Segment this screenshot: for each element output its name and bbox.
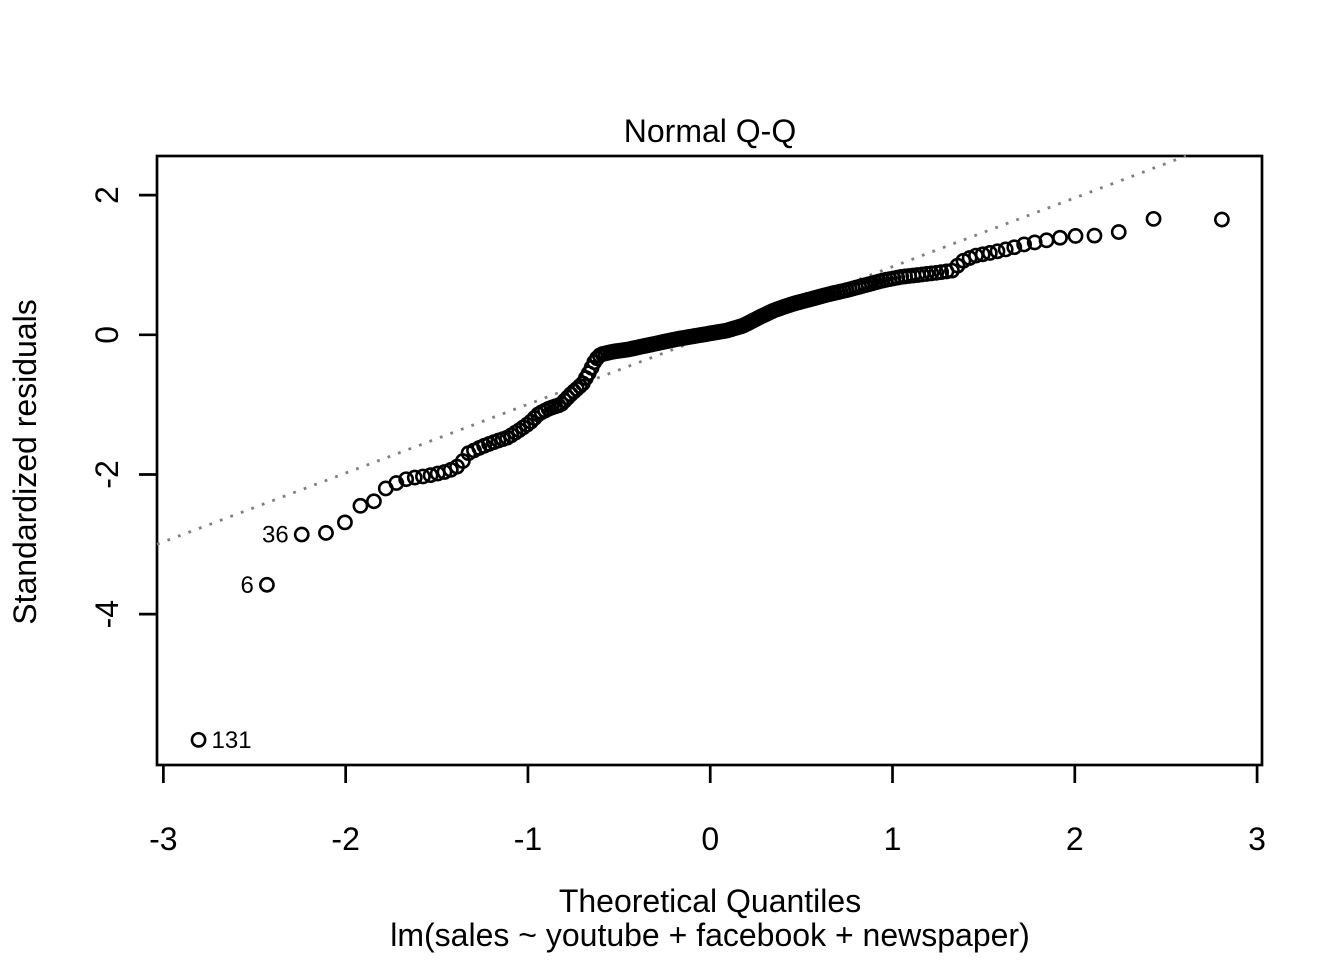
x-tick-label: -1 — [514, 821, 542, 857]
x-tick-label: 0 — [701, 821, 719, 857]
y-tick-label: -4 — [89, 600, 125, 628]
x-tick-label: 3 — [1248, 821, 1266, 857]
data-point — [366, 493, 382, 510]
x-tick-label: 2 — [1066, 821, 1084, 857]
data-point — [388, 475, 405, 491]
data-point — [989, 243, 1006, 260]
labeled-outlier-points: 131 6 36 — [190, 522, 310, 754]
x-axis-title: Theoretical Quantiles — [559, 883, 861, 919]
data-point — [406, 469, 423, 486]
outlier-point-label: 6 — [241, 572, 254, 599]
x-tick-label: -3 — [149, 821, 177, 857]
qq-reference-line — [156, 154, 1187, 546]
data-point — [415, 468, 431, 485]
y-tick-label: 2 — [89, 186, 125, 204]
data-point — [422, 467, 439, 484]
x-axis-ticks: -3 -2 -1 0 1 2 3 — [149, 765, 1266, 857]
model-sub-caption: lm(sales ~ youtube + facebook + newspape… — [390, 917, 1029, 953]
plot-box — [155, 154, 1264, 767]
data-point — [398, 471, 415, 488]
data-point — [997, 241, 1014, 258]
outlier-point-label: 131 — [212, 727, 252, 754]
y-tick-label: -2 — [89, 460, 125, 488]
data-point — [1213, 211, 1230, 228]
data-point — [1006, 239, 1023, 256]
data-point — [337, 514, 353, 531]
outlier-point — [259, 576, 275, 593]
data-point — [1016, 236, 1033, 253]
data-point — [1067, 228, 1084, 244]
x-tick-label: 1 — [884, 821, 902, 857]
chart-title: Normal Q-Q — [624, 113, 796, 149]
data-point — [1145, 210, 1162, 227]
reference-line — [156, 154, 1187, 546]
data-point — [1052, 229, 1068, 246]
y-tick-label: 0 — [89, 326, 125, 344]
y-axis-ticks: -4 -2 0 2 — [89, 186, 157, 628]
data-point — [981, 245, 998, 261]
data-point — [974, 246, 991, 263]
outlier-point — [293, 526, 310, 543]
y-axis-title: Standardized residuals — [7, 299, 43, 625]
data-point — [318, 525, 334, 541]
data-point — [1110, 224, 1127, 240]
data-points — [318, 210, 1230, 541]
outlier-point — [190, 731, 207, 748]
x-tick-label: -2 — [331, 821, 359, 857]
data-point — [1086, 227, 1103, 244]
outlier-point-label: 36 — [262, 522, 289, 549]
data-point — [352, 497, 369, 514]
